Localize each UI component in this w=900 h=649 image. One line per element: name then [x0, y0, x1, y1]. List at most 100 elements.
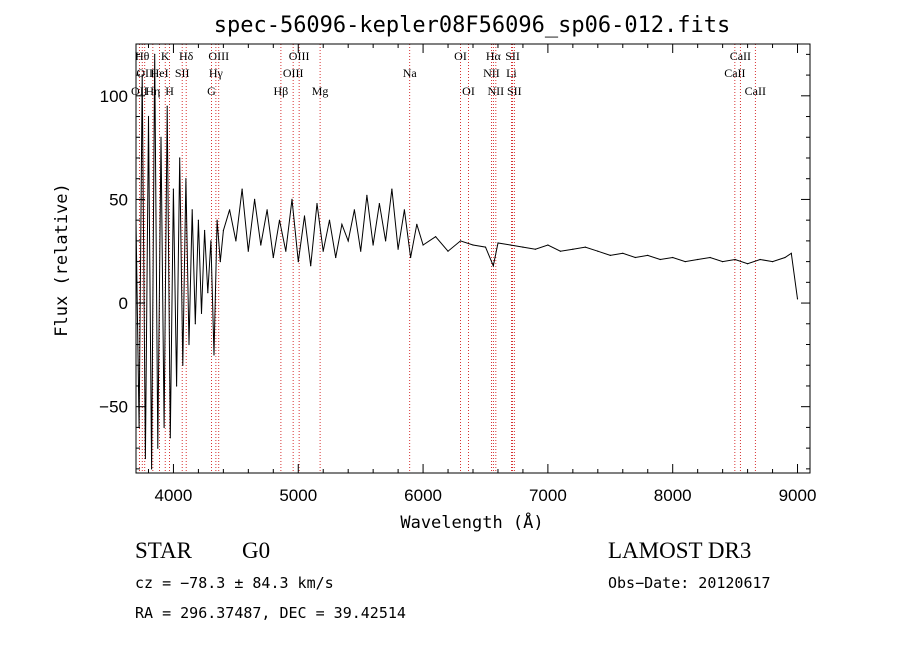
spectrum-point	[141, 74, 143, 76]
line-label: CaII	[730, 49, 751, 63]
line-label: Hη	[145, 84, 160, 98]
spectrum-point	[285, 250, 287, 252]
spectral-line-labels: OIIHθOIIHηKHeIHSIIHδHγGOIIIHβOIIIOIIIMgN…	[131, 49, 766, 98]
spectrum-point	[559, 250, 562, 252]
spectrum-point	[492, 265, 494, 267]
spectrum-point	[447, 250, 449, 252]
spectrum-point	[622, 252, 624, 254]
x-tick-label: 9000	[779, 486, 817, 505]
y-tick-label: 0	[119, 294, 128, 313]
spectrum-point	[353, 209, 355, 211]
x-tick-label: 4000	[155, 486, 193, 505]
object-class: STAR	[135, 538, 192, 563]
spectrum-point	[572, 248, 574, 250]
spectrum-point	[672, 256, 674, 259]
y-tick-label: −50	[99, 398, 128, 417]
spectrum-point	[191, 209, 193, 211]
spectrum-point	[734, 258, 736, 261]
line-label: SII	[507, 84, 522, 98]
spectrum-point	[497, 242, 499, 244]
spectrum-point	[796, 298, 799, 300]
spectrum-point	[185, 178, 187, 180]
y-tick-label: 50	[109, 190, 128, 209]
x-tick-label: 6000	[404, 486, 442, 505]
spectrum-point	[534, 248, 537, 250]
spectrum-point	[341, 223, 343, 225]
spectrum-point	[335, 256, 337, 259]
spectrum-point	[169, 437, 171, 439]
spectrum-series	[135, 53, 799, 470]
spectrum-point	[634, 256, 636, 259]
x-tick-label: 7000	[529, 486, 567, 505]
spectrum-point	[260, 244, 262, 246]
spectrum-point	[154, 53, 156, 56]
line-label: Hα	[486, 49, 502, 63]
spectrum-point	[179, 157, 181, 159]
line-label: Mg	[312, 84, 329, 98]
spectrum-point	[709, 256, 711, 259]
spectrum-point	[197, 219, 199, 221]
x-axis-ticks: 4000 5000 6000 7000 8000 9000	[147, 44, 817, 505]
obs-date: Obs−Date: 20120617	[608, 574, 771, 592]
line-label: OIII	[283, 66, 304, 80]
line-label: NII	[483, 66, 500, 80]
spectrum-point	[241, 188, 243, 190]
spectrum-point	[328, 219, 331, 221]
spectrum-point	[266, 209, 268, 211]
spectrum-point	[194, 323, 196, 325]
spectrum-point	[322, 250, 324, 252]
spectrum-point	[278, 219, 281, 221]
x-tick-label: 8000	[654, 486, 692, 505]
spectrum-point	[316, 203, 318, 205]
spectrum-point	[403, 209, 405, 211]
spectrum-point	[385, 240, 387, 242]
spectrum-point	[422, 244, 424, 246]
spectrum-point	[157, 447, 159, 449]
chart-title: spec-56096-kepler08F56096_sp06-012.fits	[214, 13, 731, 38]
spectrum-point	[229, 209, 231, 211]
spectrum-point	[509, 244, 511, 246]
spectrum-point	[722, 261, 724, 263]
spectral-line-markers	[138, 44, 756, 473]
line-label: HeI	[151, 66, 169, 80]
line-label: OII	[131, 84, 148, 98]
spectrum-point	[790, 252, 792, 254]
spectrum-point	[160, 136, 162, 138]
spectrum-point	[188, 343, 190, 346]
line-label: Hβ	[274, 84, 289, 98]
spectrum-point	[459, 240, 462, 242]
spectrum-point	[147, 115, 150, 118]
spectrum-point	[291, 198, 293, 200]
line-label: Na	[403, 66, 418, 80]
spectrum-point	[247, 250, 249, 252]
spectrum-point	[410, 256, 412, 259]
spectrum-point	[416, 223, 418, 225]
spectrum-point	[216, 219, 218, 221]
spectrum-point	[166, 105, 168, 107]
spectrum-point	[360, 250, 362, 252]
x-axis-label: Wavelength (Å)	[400, 511, 543, 533]
spectrum-point	[347, 240, 349, 242]
spectrum-point	[151, 468, 153, 470]
spectrum-point	[484, 246, 487, 248]
spectrum-point	[547, 244, 549, 246]
spectrum-point	[784, 256, 786, 259]
spectrum-point	[144, 457, 146, 460]
spectrum-point	[391, 188, 393, 190]
spectrum-point	[272, 256, 274, 259]
line-label: SII	[175, 66, 190, 80]
spectrum-point	[235, 240, 237, 242]
plot-frame	[135, 43, 811, 474]
spectrum-point	[435, 236, 437, 238]
spectrum-point	[207, 292, 209, 294]
line-label: G	[207, 84, 216, 98]
y-axis-ticks: 100 50 0 −50	[99, 53, 810, 470]
redshift-text: cz = −78.3 ± 84.3 km/s	[135, 574, 334, 592]
spectrum-point	[522, 246, 524, 248]
spectrum-point	[472, 244, 474, 246]
spectrum-point	[584, 246, 586, 248]
spectrum-point	[366, 194, 368, 196]
line-label: SII	[505, 49, 520, 63]
line-label: OI	[454, 49, 467, 63]
